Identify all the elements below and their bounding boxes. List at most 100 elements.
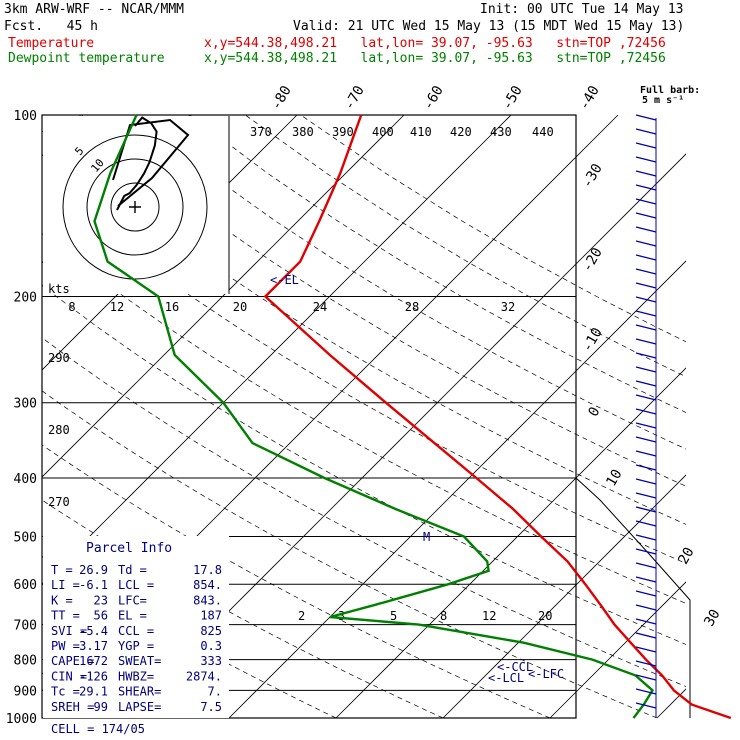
pressure-tick-label: 300 (14, 397, 37, 412)
parcel-info-value: 333 (200, 654, 222, 668)
parcel-info-value: 7.5 (200, 700, 222, 714)
temperature-tick-label: -80 (268, 83, 295, 113)
wind-barb (635, 548, 657, 555)
isotherm (656, 688, 686, 718)
parcel-info-key: Td = (118, 563, 147, 577)
parcel-info-value: 23 (94, 593, 108, 607)
hodograph-ring (110, 182, 160, 232)
temperature-line (263, 114, 732, 720)
mixing-ratio-label: 20 (538, 609, 552, 623)
wind-barb (635, 268, 657, 275)
wind-barb (635, 464, 657, 471)
dewpoint-location: x,y=544.38,498.21 lat,lon= 39.07, -95.63… (204, 51, 666, 66)
parcel-info-value: 29.1 (79, 685, 108, 699)
dry-adiabat (300, 115, 686, 343)
parcel-info-key: SREH = (51, 700, 94, 714)
hodograph-speed-label: 20 (233, 300, 247, 314)
parcel-info-value: 3.17 (79, 639, 108, 653)
parcel-info-key: LAPSE= (118, 700, 161, 714)
wind-barb (635, 520, 657, 527)
theta-label: 440 (532, 125, 554, 139)
parcel-info-value: 1672 (79, 654, 108, 668)
temperature-tick-label: 10 (603, 467, 625, 490)
temperature-tick-label: -60 (420, 83, 447, 113)
hodograph-ring (62, 134, 208, 280)
pressure-tick-label: 900 (14, 684, 37, 699)
wind-barb (635, 324, 657, 331)
wind-barb (635, 408, 657, 415)
diagram-boundary (575, 477, 691, 718)
m-marker: M (423, 530, 430, 544)
parcel-info-key: YGP = (118, 639, 154, 653)
forecast-hour: Fcst. 45 h (4, 19, 98, 34)
theta-label: 390 (332, 125, 354, 139)
el-marker: <-EL (270, 273, 299, 287)
pressure-tick-label: 1000 (6, 712, 37, 727)
wind-barb (635, 338, 657, 345)
theta-label: 420 (450, 125, 472, 139)
wind-barb (635, 576, 657, 583)
lfc-marker: <-LFC (528, 667, 564, 681)
wind-barb (635, 604, 657, 611)
wind-barb (635, 660, 657, 667)
dry-adiabat (42, 232, 686, 604)
parcel-info-key: SWEAT= (118, 654, 161, 668)
dry-adiabat (42, 181, 686, 564)
pressure-tick-label: 200 (14, 291, 37, 306)
wind-barb (635, 646, 657, 653)
temperature-location: x,y=544.38,498.21 lat,lon= 39.07, -95.63… (204, 36, 666, 51)
ccl-marker: <-CCL (497, 660, 533, 674)
temperature-tick-label: -40 (576, 83, 603, 113)
hodograph-speed-label: 32 (501, 300, 515, 314)
parcel-info-value: -126 (79, 669, 108, 683)
wind-barb (635, 212, 657, 219)
theta-label: 270 (48, 495, 70, 509)
hodograph-origin (129, 201, 141, 213)
wind-barb (635, 226, 657, 233)
wind-barb (635, 198, 657, 205)
pressure-tick-label: 800 (14, 654, 37, 669)
mixing-ratio-label: 8 (440, 609, 447, 623)
theta-label: 290 (48, 351, 70, 365)
dry-adiabat (189, 115, 686, 413)
isotherm (549, 581, 686, 718)
isotherm (335, 367, 686, 718)
parcel-info-value: 0.3 (200, 639, 222, 653)
wind-barb (635, 394, 657, 401)
parcel-info-value: 825 (200, 624, 222, 638)
model-title: 3km ARW-WRF -- NCAR/MMM (4, 2, 185, 17)
wind-barb (635, 296, 657, 303)
pressure-tick-label: 600 (14, 578, 37, 593)
parcel-info-key: LCL = (118, 578, 154, 592)
parcel-info-key: SHEAR= (118, 685, 161, 699)
parcel-info-value: 187 (200, 609, 222, 623)
theta-label: 370 (250, 125, 272, 139)
mixing-ratio-label: 5 (390, 609, 397, 623)
init-time: Init: 00 UTC Tue 14 May 13 (480, 2, 684, 17)
dry-adiabat (42, 284, 686, 645)
isotherm (228, 260, 686, 718)
wind-barb-key: 5 m s⁻¹ (642, 95, 684, 106)
parcel-info-key: TT = (51, 609, 80, 623)
valid-time: Valid: 21 UTC Wed 15 May 13 (15 MDT Wed … (293, 19, 685, 34)
wind-barb (635, 562, 657, 569)
wind-barb (635, 254, 657, 261)
wind-barb (635, 492, 657, 499)
wind-barb (635, 114, 657, 121)
lcl-marker: <-LCL (488, 671, 524, 685)
parcel-info-title: Parcel Info (86, 541, 172, 556)
parcel-info-box (43, 536, 229, 718)
wind-barb (635, 422, 657, 429)
hodograph-speed-label: 28 (405, 300, 419, 314)
temperature-tick-label: -20 (579, 245, 606, 275)
wind-barb (635, 310, 657, 317)
temperature-tick-label: 20 (675, 545, 697, 568)
parcel-info-key: EL = (118, 609, 147, 623)
temperature-tick-label: 30 (701, 607, 723, 630)
hodograph-background (43, 116, 229, 294)
parcel-info-value: 854. (193, 578, 222, 592)
dry-adiabat (245, 115, 686, 378)
isotherm (442, 474, 686, 718)
parcel-info-key: CIN = (51, 669, 87, 683)
hodograph-speed-label: 16 (165, 300, 179, 314)
